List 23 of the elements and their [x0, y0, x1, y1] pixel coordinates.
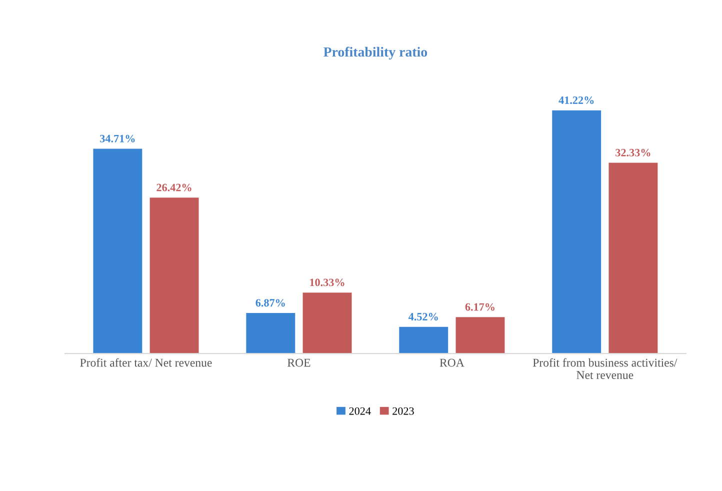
bar: [93, 148, 142, 354]
bar: [399, 326, 448, 354]
legend-label: 2024: [349, 407, 371, 415]
data-label: 32.33%: [616, 148, 650, 156]
legend-label: 2023: [392, 407, 414, 415]
x-tick-label: Profit after tax/ Net revenue: [80, 358, 212, 367]
bar: [302, 292, 352, 354]
bar: [552, 110, 602, 354]
data-label: 6.17%: [465, 303, 494, 311]
x-tick-label: Profit from business activities/ Net revenue: [532, 358, 678, 380]
data-label: 6.87%: [256, 299, 285, 307]
x-tick-label: ROE: [287, 358, 310, 367]
data-label: 41.22%: [558, 96, 594, 104]
data-label: 10.33%: [310, 278, 344, 286]
x-tick-label: ROA: [440, 358, 464, 367]
bar: [150, 198, 199, 354]
data-label: 4.52%: [408, 312, 438, 320]
data-label: 26.42%: [156, 184, 192, 192]
chart-title: Profitability ratio: [324, 46, 428, 60]
data-label: 34.71%: [100, 134, 135, 142]
bar: [608, 162, 658, 354]
bar: [246, 312, 296, 354]
bar: [456, 317, 505, 354]
